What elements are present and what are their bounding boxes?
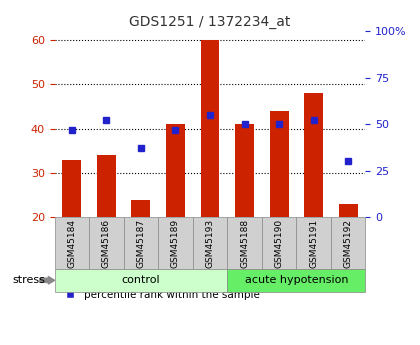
- Text: GSM45188: GSM45188: [240, 219, 249, 268]
- Text: GSM45187: GSM45187: [136, 219, 145, 268]
- Text: stress: stress: [13, 275, 45, 285]
- Bar: [200, 40, 220, 217]
- Text: GSM45192: GSM45192: [344, 219, 353, 268]
- Text: GSM45184: GSM45184: [67, 219, 76, 268]
- Text: acute hypotension: acute hypotension: [244, 275, 348, 285]
- Text: GSM45189: GSM45189: [171, 219, 180, 268]
- Bar: [97, 155, 116, 217]
- Bar: [166, 124, 185, 217]
- Text: GSM45193: GSM45193: [205, 219, 215, 268]
- Bar: [63, 160, 81, 217]
- Text: GSM45191: GSM45191: [309, 219, 318, 268]
- Bar: [270, 111, 289, 217]
- Bar: [235, 124, 254, 217]
- Bar: [339, 204, 357, 217]
- Title: GDS1251 / 1372234_at: GDS1251 / 1372234_at: [129, 14, 291, 29]
- Bar: [304, 93, 323, 217]
- Text: control: control: [122, 275, 160, 285]
- Text: GSM45190: GSM45190: [275, 219, 284, 268]
- Text: GSM45186: GSM45186: [102, 219, 111, 268]
- Bar: [131, 200, 150, 217]
- Legend: count, percentile rank within the sample: count, percentile rank within the sample: [60, 277, 260, 300]
